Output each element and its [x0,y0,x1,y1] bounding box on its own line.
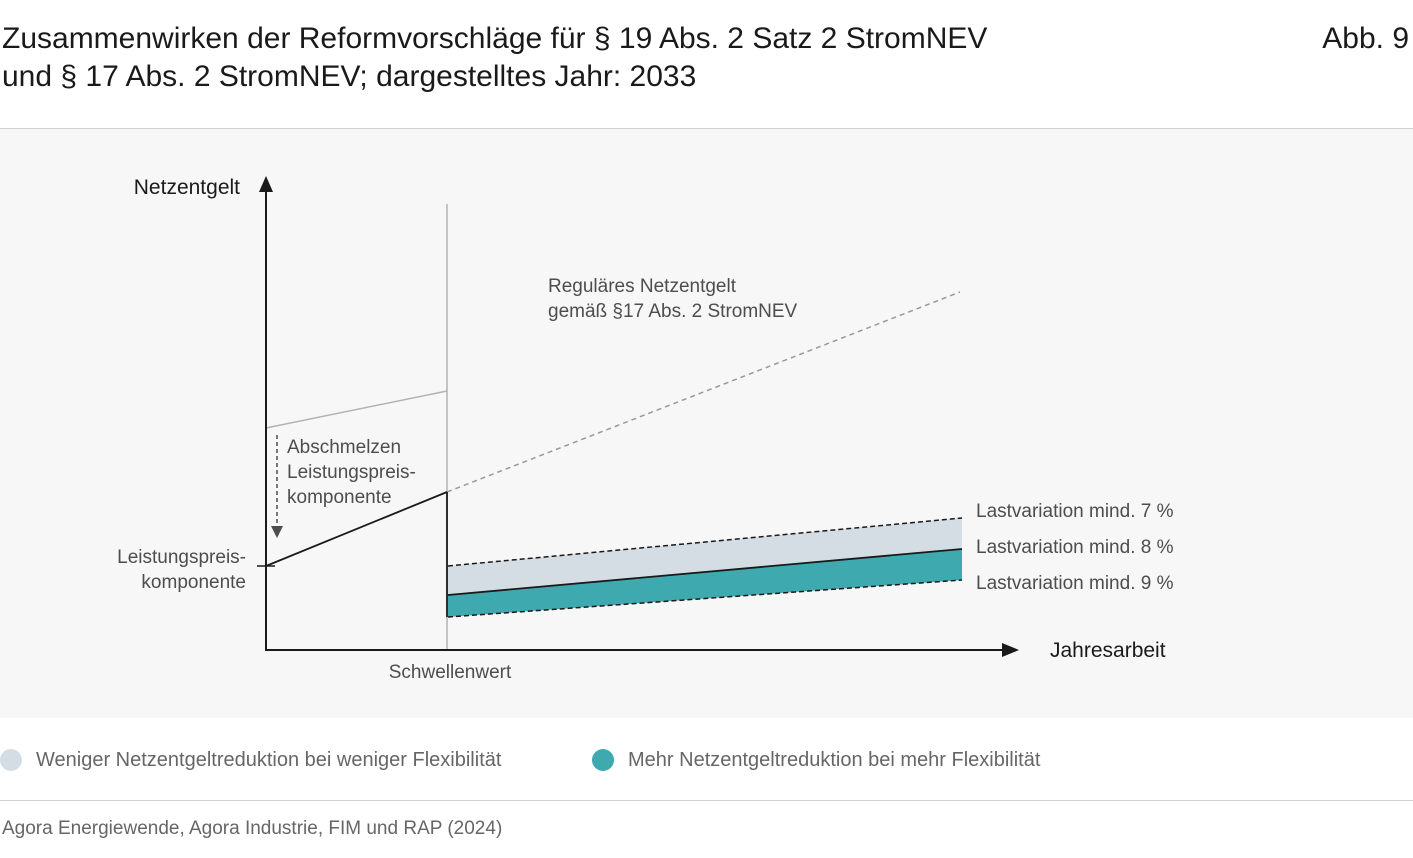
legend-dot-light-icon [0,749,22,771]
legend-dot-teal-icon [592,749,614,771]
threshold-label: Schwellenwert [389,662,512,683]
figure-title: Zusammenwirken der Reformvorschläge für … [2,20,1152,96]
diagram-svg: Netzentgelt Jahresarbeit Schwellenwert R… [117,176,1174,683]
regular-fee-label-1: Reguläres Netzentgelt [548,276,737,297]
legend-label-more-flex: Mehr Netzentgeltreduktion bei mehr Flexi… [628,748,1041,771]
title-line-1: Zusammenwirken der Reformvorschläge für … [2,22,988,55]
variation-9-line [447,579,963,618]
regular-fee-dashed-line [446,291,961,493]
diagram-panel: Netzentgelt Jahresarbeit Schwellenwert R… [0,129,1413,718]
legend-item-less-flex: Weniger Netzentgeltreduktion bei weniger… [0,742,501,778]
regular-fee-label-2: gemäß §17 Abs. 2 StromNEV [548,301,798,322]
legend: Weniger Netzentgeltreduktion bei weniger… [0,742,1413,778]
melt-label-3: komponente [287,487,392,508]
source-note: Agora Energiewende, Agora Industrie, FIM… [2,818,503,839]
variation-9-label: Lastvariation mind. 9 % [976,573,1174,594]
footer-divider [0,800,1413,801]
melt-label-2: Leistungspreis- [287,462,416,483]
header: Zusammenwirken der Reformvorschläge für … [0,0,1413,129]
capacity-label-1: Leistungspreis- [117,547,246,568]
variation-7-line [447,517,963,567]
melt-arrow-head [271,526,283,538]
x-axis-label: Jahresarbeit [1050,639,1166,662]
capacity-label-2: komponente [141,572,246,593]
x-axis-arrow [1002,643,1019,657]
melt-label-1: Abschmelzen [287,437,401,458]
more-reduction-band [448,549,962,617]
variation-8-label: Lastvariation mind. 8 % [976,537,1174,558]
variation-8-line [447,548,963,596]
figure-number: Abb. 9 [1322,22,1409,55]
variation-7-label: Lastvariation mind. 7 % [976,501,1174,522]
y-axis-arrow [259,176,273,192]
legend-label-less-flex: Weniger Netzentgeltreduktion bei weniger… [36,748,502,771]
reduced-fee-line [265,491,448,567]
previous-regular-fee-line [265,390,448,429]
y-axis-label: Netzentgelt [134,176,240,199]
less-reduction-band [448,518,962,595]
legend-item-more-flex: Mehr Netzentgeltreduktion bei mehr Flexi… [592,742,1040,778]
title-line-2: und § 17 Abs. 2 StromNEV; dargestelltes … [2,60,697,93]
